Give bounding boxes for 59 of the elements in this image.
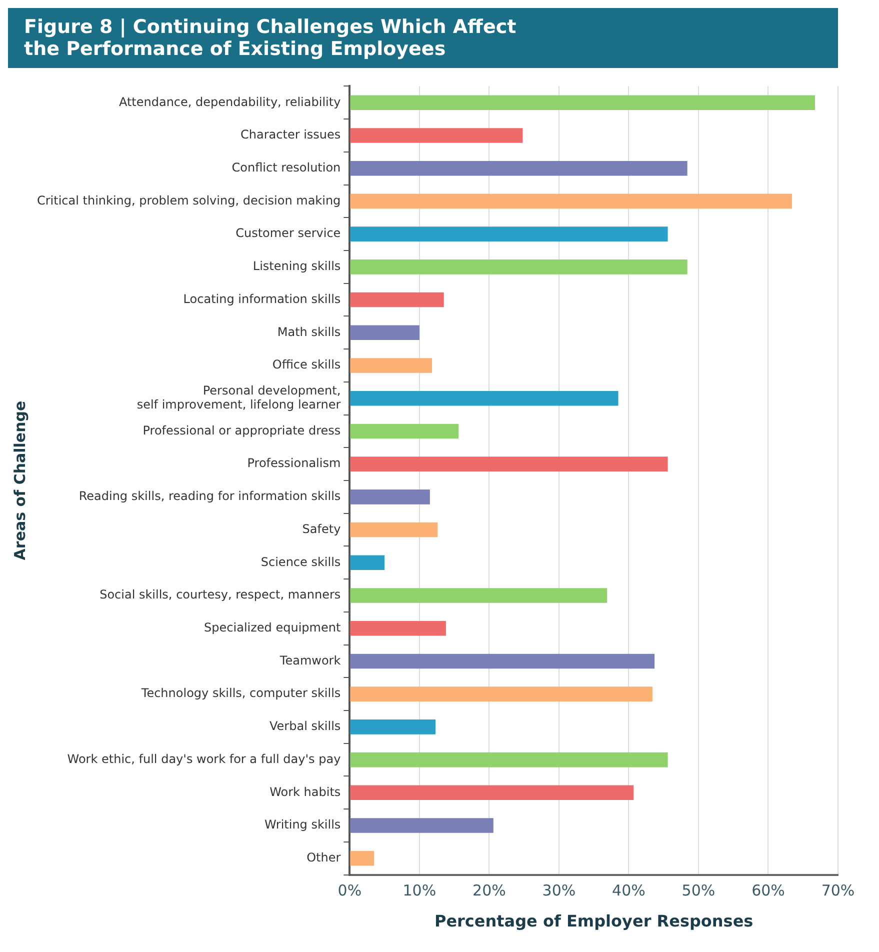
y-tick-label: Work ethic, full day's work for a full day's pay xyxy=(67,752,341,766)
y-tick-label: Personal development, self improvement, lifelong learner xyxy=(136,383,341,412)
y-tick-label: Reading skills, reading for information skills xyxy=(78,489,341,504)
bar xyxy=(350,588,608,603)
x-tick-label: 70% xyxy=(821,882,855,900)
y-tick-label: Safety xyxy=(302,522,341,536)
y-tick-label: Locating information skills xyxy=(183,292,341,306)
bar xyxy=(350,358,432,373)
y-tick-label: Critical thinking, problem solving, decision making xyxy=(36,193,341,208)
bar xyxy=(350,424,459,439)
y-tick-label: Attendance, dependability, reliability xyxy=(118,94,341,109)
x-tick-label: 30% xyxy=(542,882,576,900)
y-tick-label: Specialized equipment xyxy=(204,620,341,634)
y-tick-label: Office skills xyxy=(272,358,341,372)
bar xyxy=(350,686,652,702)
y-tick-label: Work habits xyxy=(270,784,341,799)
bar xyxy=(350,292,444,308)
y-tick-label: Conflict resolution xyxy=(232,160,341,174)
y-tick-label: Listening skills xyxy=(252,259,341,274)
bar xyxy=(350,555,385,570)
x-tick-label: 40% xyxy=(612,882,646,900)
y-tick-label: Character issues xyxy=(240,128,341,142)
y-tick-label: Customer service xyxy=(236,226,341,240)
bar xyxy=(350,95,815,110)
y-tick-label: Professionalism xyxy=(247,456,341,470)
y-tick-label: Science skills xyxy=(260,554,341,569)
bar xyxy=(350,522,438,538)
x-tick-label: 0% xyxy=(338,882,362,900)
bar xyxy=(350,325,420,340)
chart-title: Figure 8 | Continuing Challenges Which Affect the Performance of Existing Employees xyxy=(8,8,838,68)
bar xyxy=(350,160,688,176)
x-axis-title: Percentage of Employer Responses xyxy=(434,912,754,931)
x-tick-label: 60% xyxy=(752,882,785,900)
bar xyxy=(350,260,688,274)
x-tick-label: 20% xyxy=(472,882,506,900)
y-tick-label: Social skills, courtesy, respect, manners xyxy=(100,588,341,602)
bar xyxy=(350,226,668,242)
y-tick-label: Technology skills, computer skills xyxy=(140,686,341,700)
bar xyxy=(350,850,374,866)
bar xyxy=(350,620,446,636)
y-tick-label: Math skills xyxy=(277,324,341,339)
bar xyxy=(350,818,494,833)
bar xyxy=(350,785,634,800)
bar xyxy=(350,194,792,209)
y-tick-label: Writing skills xyxy=(264,818,341,832)
bar xyxy=(350,752,668,768)
x-tick-label: 10% xyxy=(402,882,436,900)
bar xyxy=(350,456,668,472)
bar xyxy=(350,720,436,734)
bar xyxy=(350,654,655,669)
bar xyxy=(350,490,430,504)
y-tick-label: Verbal skills xyxy=(270,719,341,734)
bar xyxy=(350,128,523,143)
y-axis-title: Areas of Challenge xyxy=(10,400,29,560)
x-tick-label: 50% xyxy=(682,882,716,900)
y-tick-label: Teamwork xyxy=(278,653,341,668)
bar xyxy=(350,390,618,406)
y-tick-label: Other xyxy=(306,850,341,864)
y-tick-label: Professional or appropriate dress xyxy=(142,423,341,438)
